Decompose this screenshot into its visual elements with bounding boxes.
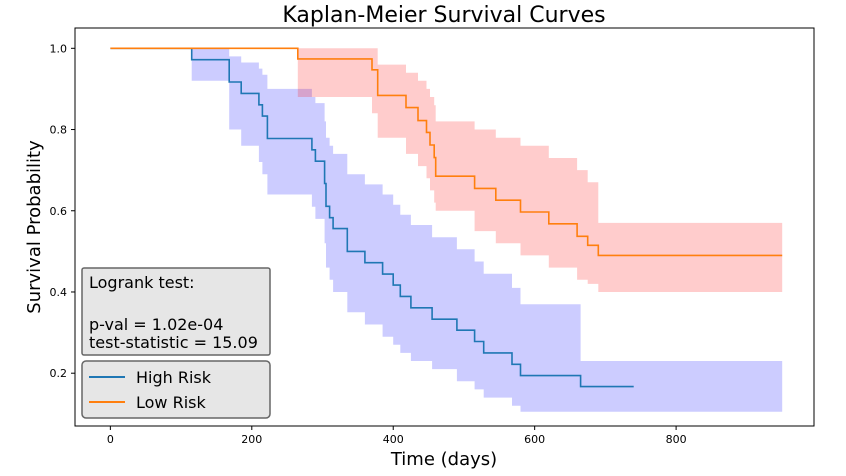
x-tick-label: 800 (666, 433, 687, 446)
survival-line-low-risk (110, 47, 783, 257)
legend-label-low-risk: Low Risk (136, 393, 206, 412)
y-axis-ticks: 0.2 0.4 0.6 0.8 1.0 (50, 42, 75, 380)
y-axis-label: Survival Probability (24, 140, 45, 314)
logrank-pval: p-val = 1.02e-04 (89, 315, 223, 334)
survival-lines (110, 47, 783, 388)
chart-title: Kaplan-Meier Survival Curves (282, 3, 605, 28)
y-tick-label: 0.2 (50, 367, 68, 380)
x-tick-label: 600 (524, 433, 545, 446)
legend: High Risk Low Risk (81, 360, 271, 419)
y-tick-label: 1.0 (50, 42, 68, 55)
logrank-test-statistic: test-statistic = 15.09 (89, 333, 258, 352)
y-tick-label: 0.6 (50, 205, 68, 218)
survival-line-high-risk (110, 47, 634, 388)
logrank-annotation-box: Logrank test: p-val = 1.02e-04 test-stat… (81, 267, 271, 356)
y-tick-label: 0.8 (50, 124, 68, 137)
legend-label-high-risk: High Risk (136, 368, 212, 387)
x-axis-label: Time (days) (390, 449, 497, 470)
y-tick-label: 0.4 (50, 286, 68, 299)
plot-frame (74, 27, 815, 427)
x-axis-ticks: 0 200 400 600 800 (107, 426, 687, 446)
ci-band-low-risk (110, 48, 783, 292)
logrank-heading: Logrank test: (89, 273, 195, 292)
confidence-bands (110, 48, 783, 412)
x-tick-label: 200 (241, 433, 262, 446)
x-tick-label: 0 (107, 433, 114, 446)
x-tick-label: 400 (383, 433, 404, 446)
